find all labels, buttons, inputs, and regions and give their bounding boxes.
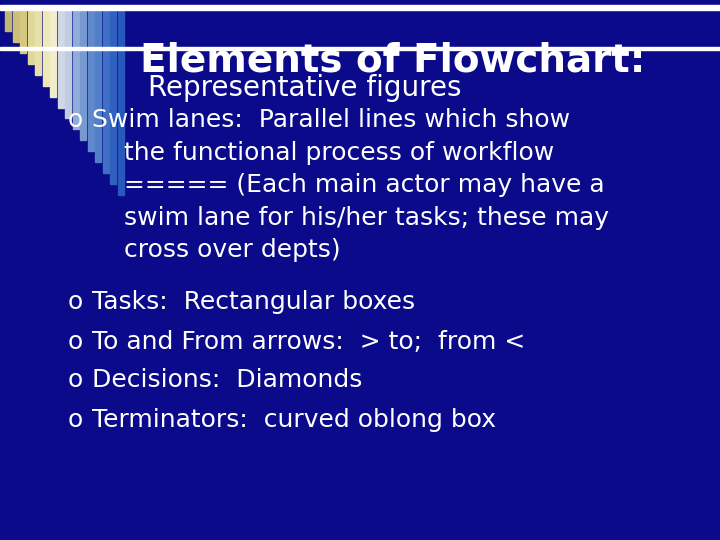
Text: To and From arrows:  > to;  from <: To and From arrows: > to; from <: [92, 330, 526, 354]
Bar: [12, 10, 19, 42]
Bar: [58, 10, 63, 107]
Bar: [50, 10, 56, 97]
Bar: [0, 5, 720, 10]
Bar: [110, 10, 116, 184]
Text: o: o: [68, 368, 84, 392]
Text: o: o: [68, 108, 84, 132]
Bar: [42, 10, 48, 86]
Bar: [27, 10, 34, 64]
Bar: [73, 10, 78, 130]
Text: o: o: [68, 330, 84, 354]
Text: Terminators:  curved oblong box: Terminators: curved oblong box: [92, 408, 496, 432]
Bar: [0, 47, 720, 50]
Text: o: o: [68, 408, 84, 432]
Bar: [35, 10, 41, 75]
Bar: [102, 10, 109, 173]
Text: Tasks:  Rectangular boxes: Tasks: Rectangular boxes: [92, 290, 415, 314]
Bar: [95, 10, 101, 162]
Text: Representative figures: Representative figures: [148, 74, 462, 102]
Bar: [65, 10, 71, 118]
Bar: [20, 10, 26, 53]
Text: Elements of Flowchart:: Elements of Flowchart:: [140, 42, 645, 80]
Text: Swim lanes:  Parallel lines which show
    the functional process of workflow
  : Swim lanes: Parallel lines which show th…: [92, 108, 609, 262]
Text: Decisions:  Diamonds: Decisions: Diamonds: [92, 368, 362, 392]
Bar: [117, 10, 124, 195]
Bar: [88, 10, 94, 151]
Text: o: o: [68, 290, 84, 314]
Bar: [80, 10, 86, 140]
Bar: [5, 10, 11, 31]
